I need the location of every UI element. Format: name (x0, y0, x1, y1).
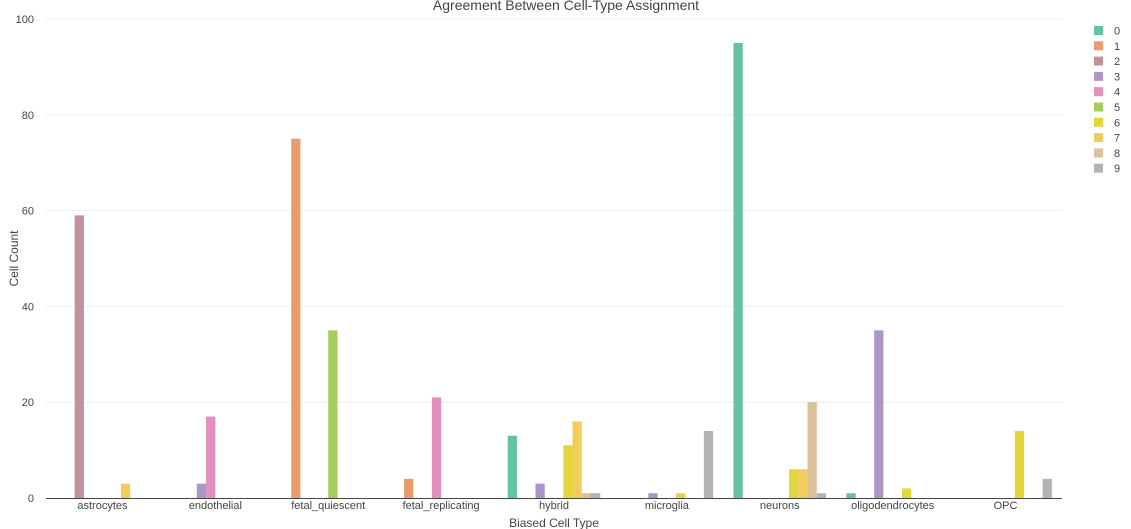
bar-neurons-series-0 (733, 42, 743, 498)
bar-astrocytes-series-2 (74, 215, 84, 498)
legend-item[interactable]: 9 (1094, 163, 1120, 175)
bar-endothelial-series-4 (206, 416, 216, 498)
legend-item[interactable]: 3 (1094, 71, 1120, 83)
legend-item[interactable]: 4 (1094, 87, 1120, 99)
x-tick-label: fetal_replicating (403, 500, 480, 512)
legend-label: 4 (1114, 87, 1120, 99)
legend-item[interactable]: 7 (1094, 133, 1120, 145)
legend-label: 8 (1114, 148, 1120, 160)
x-tick-label: hybrid (539, 500, 569, 512)
x-tick-label: microglia (645, 500, 690, 512)
bar-neurons-series-8 (807, 402, 817, 498)
bar-hybrid-series-8 (581, 493, 592, 498)
legend-swatch (1094, 133, 1103, 143)
bar-fetal_quiescent-series-5 (328, 330, 338, 498)
legend-item[interactable]: 8 (1094, 148, 1120, 160)
legend-label: 0 (1114, 26, 1120, 38)
legend-label: 3 (1114, 71, 1120, 83)
bar-oligodendrocytes-series-3 (874, 330, 884, 498)
legend-swatch (1094, 26, 1103, 35)
y-tick-label: 80 (22, 110, 34, 122)
chart-title: Agreement Between Cell-Type Assignment (433, 0, 699, 13)
bars (74, 42, 1052, 498)
x-axis-title: Biased Cell Type (509, 516, 599, 529)
x-tick-label: OPC (994, 500, 1018, 512)
legend-swatch (1094, 87, 1103, 97)
bar-neurons-series-9 (816, 493, 827, 498)
bar-oligodendrocytes-series-6 (901, 488, 912, 498)
bar-oligodendrocytes-series-0 (846, 493, 856, 498)
legend-label: 1 (1114, 41, 1120, 53)
bar-fetal_replicating-series-1 (404, 478, 414, 498)
y-tick-label: 40 (22, 301, 34, 313)
bar-neurons-series-6 (789, 469, 799, 498)
x-tick-label: oligodendrocytes (851, 500, 935, 512)
legend-item[interactable]: 1 (1094, 41, 1120, 53)
bar-hybrid-series-3 (535, 483, 545, 498)
y-tick-label: 20 (22, 397, 34, 409)
legend-label: 6 (1114, 117, 1120, 129)
legend-label: 9 (1114, 163, 1120, 175)
legend-swatch (1094, 56, 1103, 66)
legend-swatch (1094, 71, 1103, 81)
legend-swatch (1094, 117, 1103, 127)
bar-fetal_replicating-series-4 (431, 397, 442, 498)
bar-OPC-series-6 (1014, 430, 1025, 498)
bar-microglia-series-3 (648, 493, 658, 498)
bar-hybrid-series-9 (591, 493, 601, 498)
legend-item[interactable]: 0 (1094, 26, 1120, 38)
bar-fetal_quiescent-series-1 (291, 138, 301, 498)
legend-label: 7 (1114, 133, 1120, 145)
bar-hybrid-series-7 (572, 421, 582, 498)
legend-label: 2 (1114, 56, 1120, 68)
x-tick-labels: astrocytes endothelial fetal_quiescent feta… (77, 500, 1017, 512)
bar-hybrid-series-6 (563, 445, 573, 498)
bar-astrocytes-series-7 (120, 483, 131, 498)
bar-neurons-series-7 (798, 469, 808, 498)
legend-swatch (1094, 41, 1103, 51)
gridlines (46, 18, 1062, 403)
legend-label: 5 (1114, 102, 1120, 114)
x-tick-label: neurons (760, 500, 800, 512)
legend-item[interactable]: 5 (1094, 102, 1120, 114)
y-axis-title: Cell Count (7, 230, 21, 287)
legend-swatch (1094, 148, 1103, 158)
legend-item[interactable]: 2 (1094, 56, 1120, 68)
legend-swatch (1094, 163, 1103, 173)
legend-swatch (1094, 102, 1103, 112)
bar-microglia-series-6 (676, 493, 686, 498)
bar-OPC-series-9 (1042, 478, 1052, 498)
x-tick-label: astrocytes (77, 500, 128, 512)
legend-item[interactable]: 6 (1094, 117, 1120, 129)
x-tick-label: endothelial (189, 500, 242, 512)
y-tick-label: 100 (16, 14, 34, 26)
bar-hybrid-series-0 (507, 435, 517, 498)
bar-endothelial-series-3 (196, 483, 207, 498)
bar-microglia-series-9 (703, 430, 714, 498)
y-tick-labels: 0 20 40 60 80 100 (16, 14, 34, 505)
legend: 0 1 2 3 4 5 6 7 8 9 (1094, 26, 1120, 175)
x-tick-label: fetal_quiescent (291, 500, 365, 512)
y-tick-label: 60 (22, 206, 34, 218)
y-tick-label: 0 (28, 493, 34, 505)
